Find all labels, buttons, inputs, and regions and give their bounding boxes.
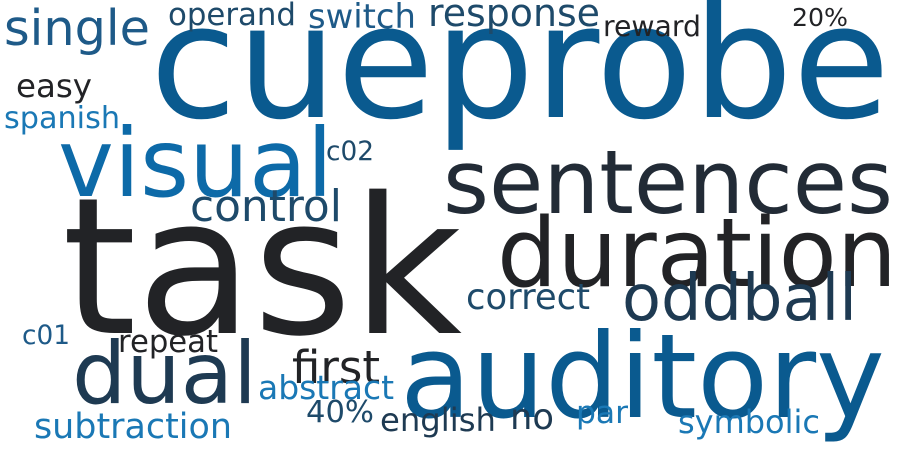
word-c02: c02 — [326, 136, 374, 167]
word-task: task — [62, 157, 463, 379]
word-visual: visual — [58, 108, 333, 219]
word-c01: c01 — [22, 320, 70, 351]
word-switch: switch — [308, 0, 416, 36]
word-20-percent: 20% — [792, 2, 848, 32]
word-first: first — [292, 340, 380, 394]
word-symbolic: symbolic — [678, 403, 820, 442]
word-spanish: spanish — [4, 101, 121, 137]
word-sentences: sentences — [443, 131, 894, 235]
word-oddball: oddball — [622, 262, 857, 337]
word-dual: dual — [72, 323, 257, 424]
word-auditory: auditory — [400, 310, 885, 446]
word-reward: reward — [603, 9, 701, 43]
word-response: response — [428, 0, 600, 36]
word-easy: easy — [16, 67, 92, 106]
word-duration: duration — [497, 198, 897, 309]
word-single: single — [4, 0, 150, 58]
word-correct: correct — [466, 276, 590, 318]
word-40-percent: 40% — [306, 395, 374, 431]
word-repeat: repeat — [118, 325, 219, 361]
word-par: par — [576, 395, 629, 432]
word-operand: operand — [168, 0, 296, 34]
word-english: english — [380, 401, 496, 440]
word-control: control — [190, 180, 342, 232]
word-cueprobe: cueprobe — [150, 0, 890, 156]
word-subtraction: subtraction — [34, 406, 232, 447]
word-no: no — [510, 396, 555, 438]
word-abstract: abstract — [258, 368, 395, 408]
